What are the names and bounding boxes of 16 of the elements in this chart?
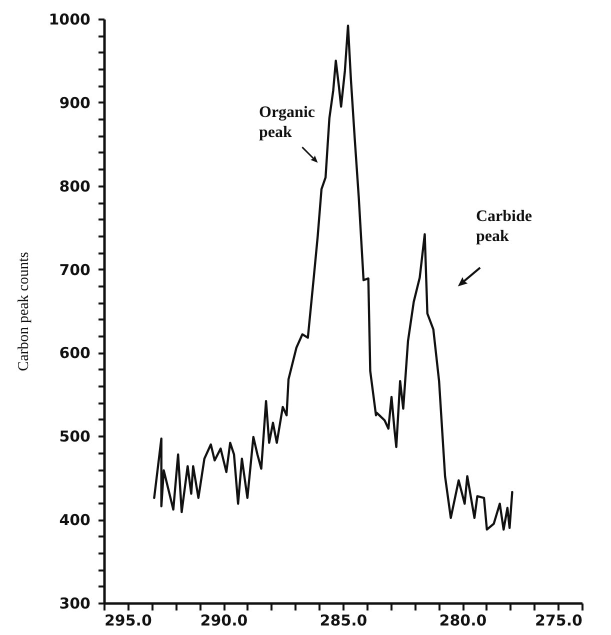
y-tick-label: 900 (59, 94, 90, 112)
annotation: Carbide peak (476, 208, 532, 245)
y-axis-title: Carbon peak counts (16, 252, 32, 372)
y-tick-label: 600 (59, 344, 90, 362)
y-tick-label: 500 (59, 428, 90, 446)
annotation: Organic peak (259, 104, 315, 141)
x-tick-label: 275.0 (535, 612, 582, 630)
y-tick-label: 400 (59, 511, 90, 530)
x-tick-label: 295.0 (104, 612, 152, 630)
x-tick-label: 280.0 (439, 612, 487, 630)
x-tick-label: 290.0 (200, 612, 248, 630)
y-tick-label: 300 (59, 594, 90, 612)
y-tick-label: 800 (59, 177, 90, 196)
x-tick-label: 285.0 (320, 612, 368, 630)
y-tick-label: 1000 (48, 10, 90, 28)
y-tick-label: 700 (59, 260, 90, 279)
